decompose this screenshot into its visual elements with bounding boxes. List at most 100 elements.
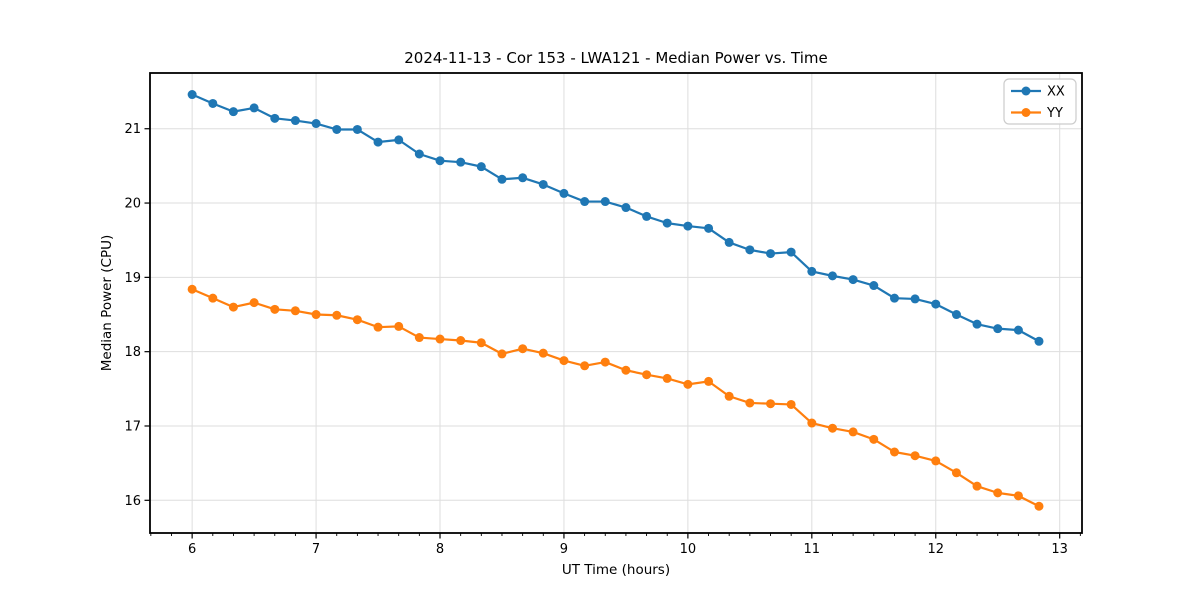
data-point-marker (538, 179, 548, 189)
data-point-marker (435, 156, 445, 166)
data-point-marker (683, 221, 693, 231)
data-point-marker (208, 98, 218, 108)
y-tick-label: 19 (124, 271, 141, 286)
data-point-marker (993, 488, 1003, 498)
data-point-marker (559, 188, 569, 198)
data-point-marker (848, 427, 858, 437)
data-point-marker (456, 336, 466, 346)
data-point-marker (311, 310, 321, 320)
data-point-marker (869, 434, 879, 444)
data-point-marker (476, 338, 486, 348)
x-tick-label: 11 (804, 542, 821, 557)
y-axis-label: Median Power (CPU) (99, 235, 115, 371)
legend-entry-yy: YY (1011, 106, 1063, 121)
data-point-marker (290, 306, 300, 316)
legend-label: YY (1046, 106, 1063, 121)
legend-entry-xx: XX (1011, 85, 1065, 100)
data-point-marker (414, 149, 424, 159)
x-tick-label: 7 (312, 542, 320, 557)
data-point-marker (662, 373, 672, 383)
data-series-layer (187, 90, 1044, 511)
data-point-marker (724, 391, 734, 401)
data-point-marker (1034, 336, 1044, 346)
data-point-marker (497, 174, 507, 184)
data-point-marker (621, 365, 631, 375)
data-point-marker (621, 203, 631, 213)
data-point-marker (951, 310, 961, 320)
data-point-marker (807, 418, 817, 428)
data-point-marker (745, 398, 755, 408)
x-tick-label: 10 (680, 542, 697, 557)
legend-label: XX (1047, 85, 1065, 100)
legend-box[interactable]: XX YY (1003, 78, 1077, 125)
data-point-marker (580, 197, 590, 207)
data-point-marker (724, 237, 734, 247)
legend-frame[interactable] (1003, 78, 1077, 125)
legend-marker (1021, 108, 1031, 117)
data-point-marker (910, 294, 920, 304)
data-point-marker (828, 423, 838, 433)
data-point-marker (249, 298, 259, 308)
data-point-marker (456, 157, 466, 167)
axis-ticks: 6 7 8 9 10 11 12 13 16 17 18 19 20 21 (124, 122, 1081, 557)
data-point-marker (600, 357, 610, 367)
data-point-marker (1034, 501, 1044, 511)
data-point-marker (270, 113, 280, 123)
data-point-marker (497, 349, 507, 359)
data-point-marker (889, 447, 899, 457)
data-point-marker (745, 245, 755, 255)
data-point-marker (187, 90, 197, 100)
data-point-marker (580, 361, 590, 371)
data-point-marker (1013, 325, 1023, 335)
data-point-marker (889, 293, 899, 303)
x-tick-label: 9 (560, 542, 568, 557)
data-point-marker (972, 319, 982, 329)
series-line (191, 93, 1040, 343)
x-tick-label: 8 (436, 542, 444, 557)
series-line (191, 288, 1040, 508)
data-point-marker (187, 284, 197, 294)
data-point-marker (476, 162, 486, 172)
data-point-marker (869, 281, 879, 291)
data-point-marker (311, 119, 321, 129)
data-point-marker (518, 173, 528, 183)
x-tick-label: 12 (927, 542, 944, 557)
data-point-marker (394, 135, 404, 145)
data-point-marker (662, 218, 672, 228)
data-point-marker (352, 315, 362, 325)
x-tick-label: 13 (1051, 542, 1068, 557)
data-point-marker (228, 302, 238, 312)
data-point-marker (1013, 491, 1023, 501)
data-point-marker (828, 271, 838, 281)
series-yy (187, 284, 1044, 511)
data-point-marker (373, 322, 383, 332)
y-tick-label: 20 (124, 197, 141, 212)
data-point-marker (704, 223, 714, 233)
data-point-marker (766, 399, 776, 409)
data-point-marker (910, 451, 920, 461)
legend-marker (1021, 86, 1031, 96)
data-point-marker (972, 481, 982, 491)
plot-frame (149, 72, 1083, 534)
data-point-marker (228, 107, 238, 117)
y-tick-label: 16 (124, 494, 141, 509)
series-xx (187, 90, 1044, 346)
data-point-marker (807, 266, 817, 276)
data-point-marker (435, 334, 445, 344)
data-point-marker (394, 321, 404, 331)
data-point-marker (642, 370, 652, 380)
data-point-marker (931, 299, 941, 309)
data-point-marker (993, 324, 1003, 334)
data-point-marker (786, 247, 796, 257)
data-point-marker (249, 103, 259, 113)
data-point-marker (642, 211, 652, 221)
data-point-marker (704, 376, 714, 386)
data-point-marker (766, 249, 776, 259)
data-point-marker (414, 333, 424, 343)
data-point-marker (332, 124, 342, 134)
data-point-marker (559, 356, 569, 366)
y-tick-label: 17 (124, 419, 141, 434)
chart-title: 2024-11-13 - Cor 153 - LWA121 - Median P… (404, 49, 828, 67)
